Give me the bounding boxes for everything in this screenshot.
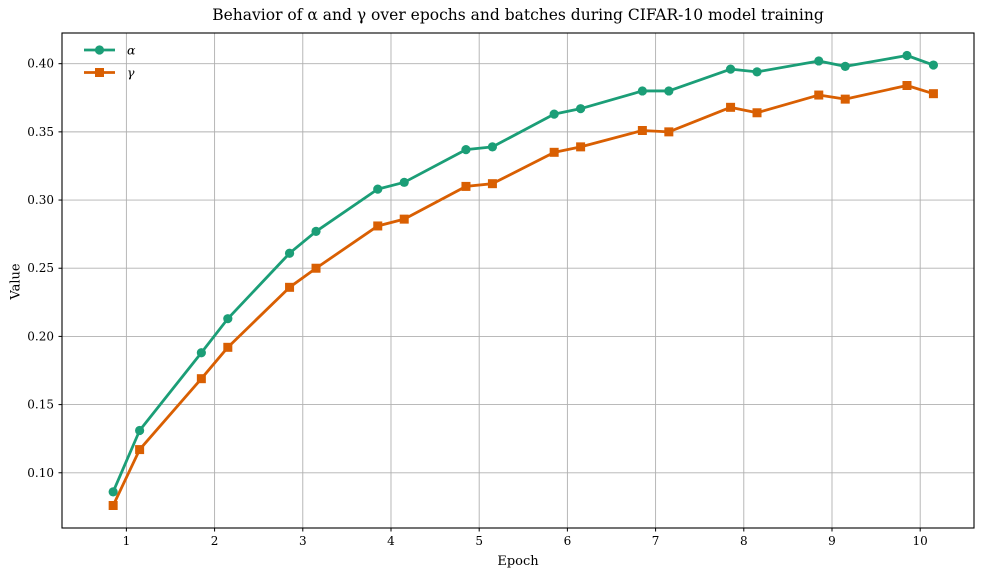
data-point-marker <box>108 487 118 497</box>
data-point-marker <box>399 177 409 187</box>
data-point-marker <box>549 147 559 157</box>
data-point-marker <box>814 90 824 100</box>
y-tick-label: 0.20 <box>27 329 54 343</box>
data-point-marker <box>135 425 145 436</box>
series-line-γ <box>111 84 935 507</box>
data-point-marker <box>664 86 674 96</box>
legend-label: α <box>127 43 136 58</box>
x-tick-label: 8 <box>740 534 748 548</box>
data-point-marker <box>637 126 647 135</box>
data-point-marker <box>285 282 295 292</box>
tick-labels: 1 2 3 4 5 6 7 8 9 10 0.10 0.15 0.20 0.25 0.30 0.35 0.40 <box>27 57 928 548</box>
x-tick-label: 7 <box>652 534 660 548</box>
data-point-marker <box>135 445 145 455</box>
data-point-marker <box>928 89 938 99</box>
legend-marker-circle-icon <box>94 45 105 55</box>
y-tick-label: 0.40 <box>27 57 54 71</box>
data-point-marker <box>108 501 118 510</box>
data-point-marker <box>223 342 233 352</box>
axis-ticks <box>58 63 921 532</box>
x-tick-label: 4 <box>387 534 395 548</box>
data-point-marker <box>311 263 321 273</box>
data-point-marker <box>752 108 762 118</box>
data-point-marker <box>461 181 471 191</box>
series-γ <box>108 81 938 510</box>
data-point-marker <box>752 67 762 77</box>
series-α <box>108 50 939 497</box>
x-axis-label: Epoch <box>497 554 539 569</box>
data-point-marker <box>725 64 736 74</box>
data-point-marker <box>311 226 321 237</box>
x-tick-label: 10 <box>913 534 928 548</box>
data-point-marker <box>284 248 295 258</box>
data-point-marker <box>373 221 383 231</box>
y-tick-label: 0.15 <box>27 398 54 412</box>
data-point-marker <box>196 348 206 358</box>
gridlines <box>62 33 974 528</box>
legend-marker-square-icon <box>95 68 104 77</box>
data-point-marker <box>902 81 912 90</box>
data-point-marker <box>487 142 498 152</box>
data-point-marker <box>814 56 824 66</box>
data-point-marker <box>373 184 383 194</box>
data-point-marker <box>637 86 647 96</box>
data-point-marker <box>487 179 497 189</box>
data-point-marker <box>726 102 736 112</box>
x-tick-label: 1 <box>123 534 131 548</box>
data-point-marker <box>576 142 586 152</box>
legend-label: γ <box>127 65 135 80</box>
data-point-marker <box>664 127 674 137</box>
plot-frame <box>61 32 975 529</box>
data-point-marker <box>196 374 206 384</box>
x-tick-label: 5 <box>475 534 483 548</box>
y-tick-label: 0.25 <box>27 261 54 275</box>
data-point-marker <box>576 104 586 114</box>
legend-item-α: α <box>84 43 136 58</box>
x-tick-label: 3 <box>299 534 307 548</box>
data-point-marker <box>399 214 409 224</box>
data-point-marker <box>549 109 559 119</box>
data-point-marker <box>840 61 850 72</box>
data-point-marker <box>840 94 850 104</box>
chart-title: Behavior of α and γ over epochs and batc… <box>212 6 824 24</box>
y-tick-label: 0.10 <box>27 466 54 480</box>
x-tick-label: 6 <box>564 534 572 548</box>
legend-item-γ: γ <box>84 65 135 80</box>
data-point-marker <box>223 314 233 324</box>
x-tick-label: 2 <box>211 534 219 548</box>
y-tick-label: 0.30 <box>27 193 54 207</box>
y-axis-label: Value <box>8 263 24 300</box>
series-line-α <box>111 54 935 494</box>
data-point-marker <box>902 50 912 61</box>
data-point-marker <box>928 60 939 70</box>
data-point-marker <box>461 144 471 155</box>
x-tick-label: 9 <box>828 534 836 548</box>
y-tick-label: 0.35 <box>27 125 54 139</box>
legend: αγ <box>84 43 136 80</box>
